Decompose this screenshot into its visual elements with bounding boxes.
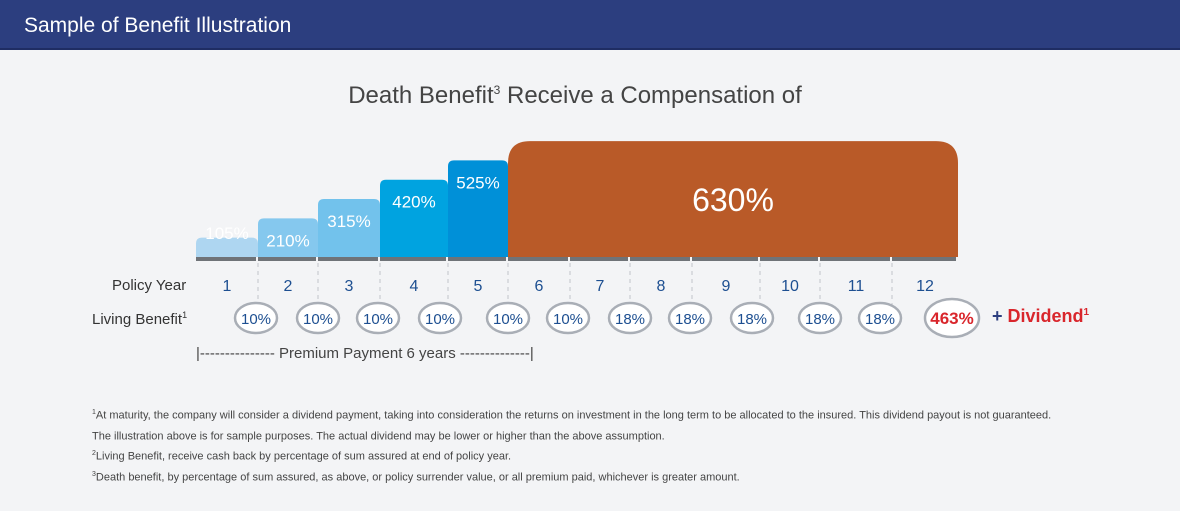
axis-segment: [820, 257, 890, 261]
living-benefit-oval: [797, 301, 843, 335]
living-benefit-value-label: 463%: [930, 309, 973, 328]
living-benefit-oval: [295, 301, 341, 335]
chart-title-text-after: Receive a Compensation of: [500, 82, 802, 109]
footnote-3: 3Death benefit, by percentage of sum ass…: [92, 466, 1092, 487]
living-benefit-oval: [417, 301, 463, 335]
policy-year-number: 5: [474, 278, 483, 295]
footnote-1: 1At maturity, the company will consider …: [92, 404, 1092, 425]
footnote-2: 2Living Benefit, receive cash back by pe…: [92, 445, 1092, 466]
living-benefit-oval: [923, 297, 981, 339]
dividend-text: Dividend: [1007, 306, 1084, 326]
death-benefit-value-label: 105%: [205, 224, 248, 243]
living-benefit-value-label: 18%: [675, 311, 705, 328]
living-benefit-value-label: 18%: [865, 311, 895, 328]
policy-year-number: 6: [535, 278, 544, 295]
living-benefit-label-text: Living Benefit: [92, 311, 183, 328]
dividend-label: + Dividend1: [992, 306, 1089, 327]
footnote-mark: 1: [92, 409, 96, 416]
death-benefit-value-label: 630%: [692, 182, 774, 218]
living-benefit-value-label: 10%: [425, 311, 455, 328]
policy-year-number: 12: [916, 278, 934, 295]
axis-segment: [692, 257, 758, 261]
living-benefit-value-label: 10%: [303, 311, 333, 328]
living-benefit-footnote-mark: 1: [182, 310, 188, 320]
death-benefit-value-label: 315%: [327, 212, 370, 231]
footnote-mark: 2: [92, 450, 96, 458]
living-benefit-value-label: 18%: [615, 311, 645, 328]
death-benefit-value-label: 210%: [266, 231, 309, 250]
footnote-text: Death benefit, by percentage of sum assu…: [95, 471, 740, 484]
header-bar: Sample of Benefit Illustration: [0, 0, 1180, 50]
footnote-text: Living Benefit, receive cash back by per…: [95, 450, 512, 463]
living-benefit-oval: [485, 301, 531, 335]
living-benefit-oval: [607, 301, 653, 335]
death-benefit-bar: [380, 179, 448, 257]
policy-year-number: 1: [223, 278, 232, 295]
living-benefit-value-label: 10%: [553, 311, 583, 328]
chart-title: Death Benefit3 Receive a Compensation of: [0, 82, 1150, 110]
axis-segment: [196, 257, 256, 261]
death-benefit-value-label: 420%: [392, 193, 435, 212]
death-benefit-bar: [258, 218, 318, 257]
footnote-1-cont: The illustration above is for sample pur…: [92, 425, 1092, 446]
axis-segment: [258, 257, 316, 261]
living-benefit-value-label: 10%: [363, 311, 393, 328]
living-benefit-oval: [233, 301, 279, 335]
living-benefit-value-label: 18%: [805, 311, 835, 328]
dividend-footnote-mark: 1: [1083, 307, 1090, 318]
axis-segment: [570, 257, 628, 261]
dividend-plus: +: [992, 306, 1008, 326]
axis-segment: [630, 257, 690, 261]
death-benefit-value-label: 525%: [456, 173, 499, 192]
living-benefit-value-label: 10%: [241, 311, 271, 328]
policy-year-number: 11: [848, 278, 865, 295]
footnote-text: At maturity, the company will consider a…: [95, 409, 1052, 422]
premium-payment-line: |--------------- Premium Payment 6 years…: [196, 345, 534, 362]
living-benefit-oval: [857, 301, 903, 335]
axis-segment: [448, 257, 506, 261]
policy-year-number: 8: [657, 278, 666, 295]
header-title: Sample of Benefit Illustration: [24, 14, 292, 37]
axis-segment: [380, 257, 446, 261]
living-benefit-value-label: 18%: [737, 311, 767, 328]
policy-year-number: 4: [410, 278, 419, 295]
death-benefit-bar: [318, 199, 380, 257]
policy-year-number: 2: [284, 278, 293, 295]
chart-title-text: Death Benefit: [348, 82, 494, 109]
footnote-text: The illustration above is for sample pur…: [92, 430, 665, 443]
living-benefit-value-label: 10%: [493, 311, 523, 328]
policy-year-number: 9: [722, 278, 731, 295]
benefit-chart: 105% 210%315%420%525% 630%1 2 3 4 5 6 7 8 9 10 11 121…: [196, 141, 981, 339]
policy-year-label: Policy Year: [112, 277, 187, 294]
axis-segment: [892, 257, 956, 261]
policy-year-number: 10: [781, 278, 799, 295]
policy-year-number: 7: [596, 278, 605, 295]
death-benefit-bar: [448, 160, 508, 257]
living-benefit-oval: [667, 301, 713, 335]
footnotes: 1At maturity, the company will consider …: [92, 404, 1092, 487]
policy-year-number: 3: [345, 278, 354, 295]
axis-segment: [508, 257, 568, 261]
footnote-mark: 3: [92, 470, 96, 478]
living-benefit-label: Living Benefit1: [92, 310, 187, 328]
living-benefit-oval: [729, 301, 775, 335]
axis-segment: [760, 257, 818, 261]
chart-title-footnote-mark: 3: [493, 83, 501, 97]
death-benefit-bar: [508, 141, 958, 257]
death-benefit-bar: [196, 237, 258, 257]
living-benefit-oval: [355, 301, 401, 335]
axis-segment: [318, 257, 378, 261]
living-benefit-oval: [545, 301, 591, 335]
